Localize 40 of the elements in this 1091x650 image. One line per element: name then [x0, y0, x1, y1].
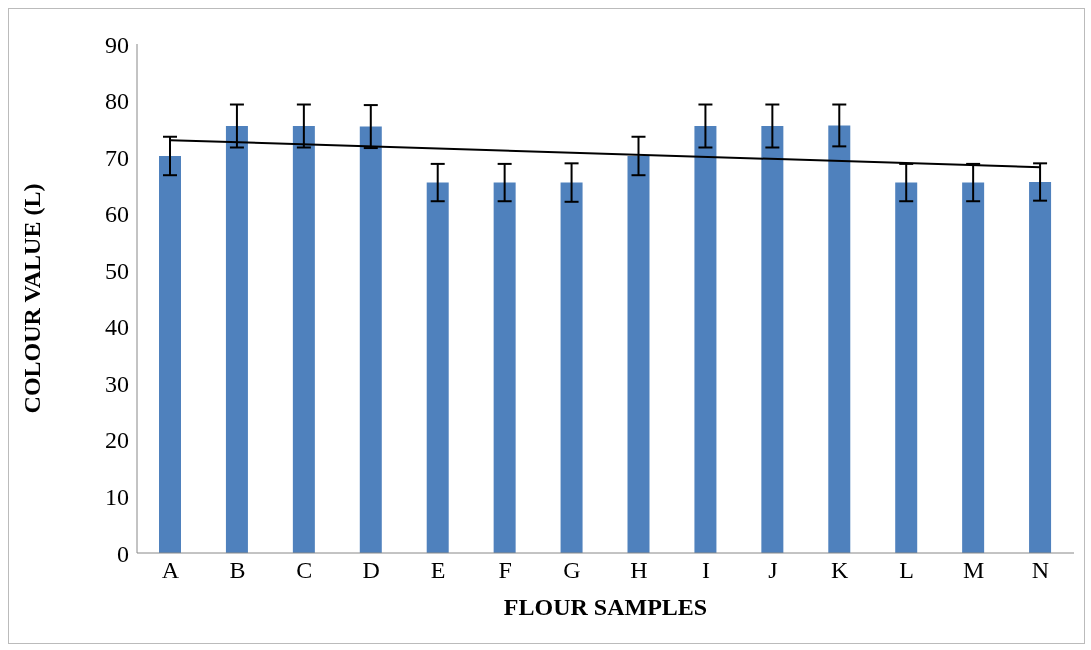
- x-tick-label: K: [831, 557, 850, 584]
- x-tick-label: M: [962, 557, 985, 584]
- bar: [627, 155, 650, 553]
- y-axis-title: COLOUR VALUE (L): [18, 183, 45, 414]
- bar: [895, 182, 918, 553]
- bar: [359, 126, 382, 553]
- y-tick-label: 90: [105, 31, 129, 58]
- bar: [761, 126, 784, 553]
- x-tick-label: D: [362, 557, 380, 584]
- x-tick-label: A: [161, 557, 180, 584]
- y-tick-label: 20: [105, 427, 129, 454]
- bar: [493, 182, 516, 553]
- x-tick-label: I: [701, 557, 710, 584]
- bar: [159, 155, 181, 553]
- y-tick-label: 0: [117, 540, 129, 567]
- y-tick-label: 60: [105, 201, 129, 228]
- bar: [292, 126, 315, 553]
- x-tick-label: E: [430, 557, 446, 584]
- x-tick-label: J: [768, 557, 778, 584]
- x-tick-label: L: [899, 557, 915, 584]
- y-tick-label: 70: [105, 144, 129, 171]
- y-tick-label: 10: [105, 483, 129, 510]
- x-tick-label: C: [296, 557, 313, 584]
- bar: [1029, 182, 1052, 553]
- bar: [225, 126, 248, 553]
- x-axis-title: FLOUR SAMPLES: [503, 594, 708, 620]
- y-tick-label: 50: [105, 257, 129, 284]
- x-tick-label: F: [498, 557, 512, 584]
- bar: [828, 125, 851, 553]
- bar: [560, 182, 583, 553]
- y-tick-label: 40: [105, 314, 129, 341]
- y-tick-label: 30: [105, 370, 129, 397]
- x-tick-label: N: [1031, 557, 1050, 584]
- x-tick-label: G: [563, 557, 581, 584]
- bar: [694, 126, 717, 553]
- x-tick-label: B: [229, 557, 246, 584]
- bar: [962, 182, 985, 553]
- y-tick-label: 80: [105, 88, 129, 115]
- x-tick-label: H: [630, 557, 648, 584]
- bar: [426, 182, 449, 553]
